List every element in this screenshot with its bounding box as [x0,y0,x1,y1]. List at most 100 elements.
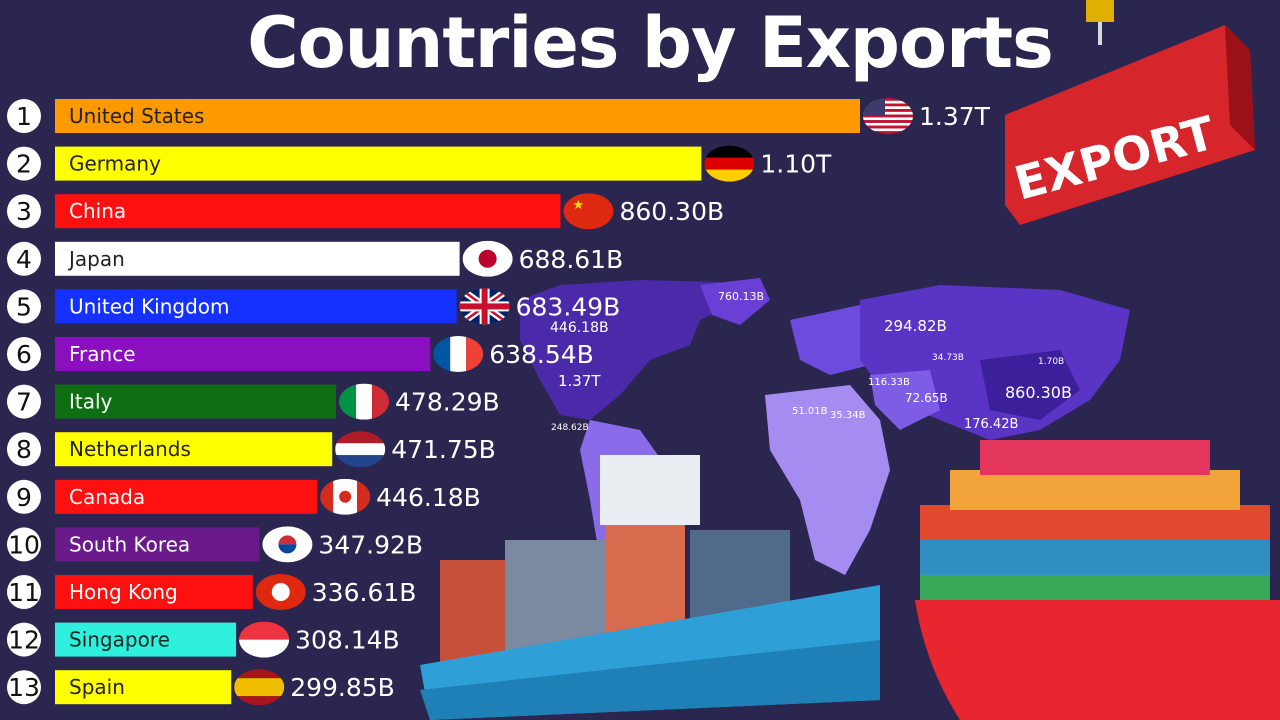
bar-label: Canada [69,485,145,509]
flag-part [704,145,755,158]
flag-stripe [863,106,913,110]
bar-label: China [69,199,126,223]
flag-part [466,336,484,372]
china-shape [980,350,1080,420]
rank-badge [7,527,41,562]
ship2-container-row2 [920,540,1270,580]
ship2-container-top [980,440,1210,475]
map-value-label: 35.34B [830,410,866,421]
crane-hook [1086,0,1114,22]
bar [55,241,460,276]
rank-number: 6 [16,340,32,369]
rank-number: 9 [16,483,32,512]
bar-row: 5 United Kingdom 683.49B [7,288,621,325]
chart-title: Countries by Exports [247,2,1054,84]
rank-badge [7,622,41,657]
hong-kong-flag [255,574,306,610]
flag-part [459,303,510,310]
flag-part [372,383,390,420]
bar-label: Japan [67,247,125,271]
rank-badge [7,384,41,419]
value-label: 478.29B [395,388,500,417]
bar-row: 12 Singapore 308.14B [7,621,400,658]
flag-stripe [863,128,913,132]
flag-part [339,383,357,420]
rank-number: 5 [16,292,32,321]
flag-part [433,336,451,372]
greenland-shape [700,278,770,325]
bar [55,622,237,657]
bar-row: 6 France 638.54B [7,336,594,372]
flag-part [563,193,614,230]
bar [55,527,260,562]
rank-badge [7,479,41,514]
flag-taeguk-bottom [278,544,297,554]
bar [55,575,253,609]
rank-number: 3 [16,197,32,226]
bar-row: 10 South Korea 347.92B [7,526,423,563]
world-map-graphic [520,278,1130,575]
bar [55,146,702,181]
map-value-label: 116.33B [868,377,910,388]
value-label: 347.92B [318,530,423,559]
bar-label: France [69,342,136,366]
flag-star: ★ [573,198,585,213]
france-flag [433,336,484,372]
flag-stripe [863,114,913,118]
singapore-flag [239,621,290,658]
map-value-labels: 760.13B 446.18B 294.82B 1.37T 860.30B 176.42B… [550,290,1072,433]
map-value-label: 446.18B [550,320,609,336]
flag-part [450,336,467,372]
bar-label: South Korea [69,532,190,556]
flag-stripe [863,109,913,112]
bar-row: 13 Spain 299.85B [7,669,395,706]
spain-flag [234,669,285,706]
rank-number: 11 [8,578,40,607]
bar-row: 4 Japan 688.61B [7,240,623,277]
africa-shape [765,385,890,575]
bar [55,670,232,705]
value-label: 299.85B [290,673,395,702]
map-value-label: 176.42B [964,417,1018,432]
flag-part [357,478,371,515]
flag-taeguk-top [278,535,297,545]
rank-number: 4 [16,245,32,274]
map-value-label: 760.13B [718,290,764,303]
map-value-label: 72.65B [905,391,948,405]
value-label: 860.30B [620,197,725,226]
container-side [1225,25,1255,150]
flag-stripe [863,98,913,101]
flag-part [335,431,386,444]
rank-badge [7,289,41,324]
italy-flag [339,383,390,420]
map-value-label: 248.62B [551,423,589,433]
value-label: 446.18B [376,483,481,512]
bar [55,99,860,133]
flag-part [239,639,290,658]
rank-badge [7,337,41,371]
flag-stripe [863,134,913,137]
bar-row: 3 China ★ 860.30B [7,193,725,230]
map-value-label: 294.82B [884,317,947,335]
value-label: 1.10T [760,150,832,179]
flag-bauhinia [271,583,290,601]
bar-label: Netherlands [69,437,191,461]
flag-canton [863,98,885,116]
bar [55,479,318,514]
flag-part [704,157,755,170]
flag-leaf [339,490,352,503]
bar-label: United Kingdom [69,294,230,318]
bar [55,337,431,371]
flag-part [234,678,285,697]
flag-part [335,443,386,456]
ship1-hull-shadow [420,640,880,720]
rank-number: 8 [16,435,32,464]
value-label: 683.49B [516,292,621,321]
china-flag: ★ [563,193,614,230]
bar-label: Germany [69,152,161,176]
rank-badge [7,99,41,133]
map-value-label: 34.73B [932,353,964,363]
rank-number: 12 [8,626,40,655]
